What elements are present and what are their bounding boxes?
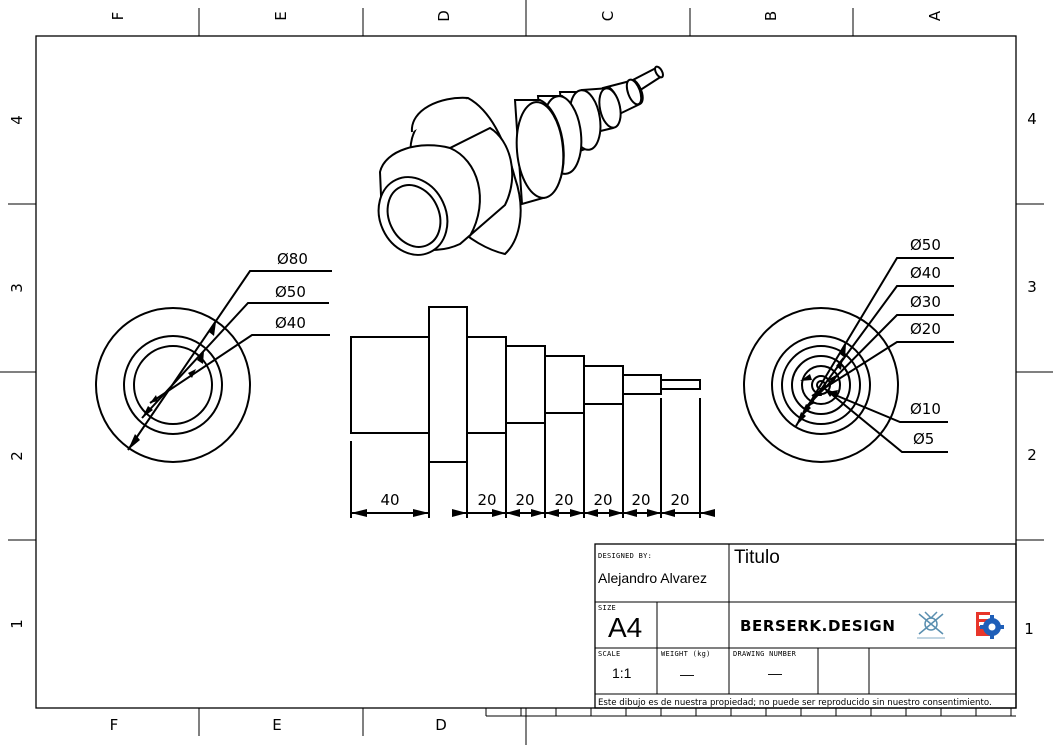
right-dim-5: Ø5: [913, 430, 934, 448]
company-name: BERSERK.DESIGN: [740, 617, 896, 635]
zone-left-4: 4: [8, 115, 26, 125]
size-value: A4: [608, 612, 642, 643]
side-profile-view: [350, 306, 715, 518]
left-dim-40: Ø40: [275, 314, 306, 332]
zone-left-3: 3: [8, 283, 26, 293]
zone-top-e: E: [272, 11, 290, 20]
zone-right-1: 1: [1024, 620, 1034, 638]
right-dim-30: Ø30: [910, 293, 941, 311]
side-dimension-arrows: [351, 509, 715, 517]
drawing-number-value: —: [768, 665, 782, 681]
side-dimension-labels: 40 20 20 20 20 20 20: [380, 491, 689, 509]
scale-label: SCALE: [598, 650, 621, 658]
zone-right-2: 2: [1027, 446, 1037, 464]
len-dim-20-1: 20: [477, 491, 496, 509]
isometric-view: [377, 65, 664, 256]
len-dim-20-4: 20: [593, 491, 612, 509]
zone-top-c: C: [599, 11, 617, 21]
zone-right-3: 3: [1027, 278, 1037, 296]
left-dim-80: Ø80: [277, 250, 308, 268]
emblem-icon: [917, 611, 945, 639]
len-dim-20-2: 20: [515, 491, 534, 509]
len-dim-20-6: 20: [670, 491, 689, 509]
zone-top-d: D: [435, 10, 453, 22]
designed-by-label: DESIGNED BY:: [598, 552, 652, 560]
weight-value: —: [680, 666, 694, 682]
left-dim-50: Ø50: [275, 283, 306, 301]
len-dim-40: 40: [380, 491, 399, 509]
zone-top-b: B: [762, 11, 780, 21]
drawing-number-label: DRAWING NUMBER: [733, 650, 797, 658]
zone-bottom-e: E: [272, 716, 281, 734]
zone-labels: F E D C B A F E D 4 3 2 1 4 3 2 1: [8, 10, 1037, 734]
ownership-note: Este dibujo es de nuestra propiedad; no …: [598, 698, 992, 708]
right-dim-10: Ø10: [910, 400, 941, 418]
zone-left-2: 2: [8, 451, 26, 461]
zone-bottom-f: F: [110, 716, 119, 734]
drawing-title: Titulo: [734, 547, 780, 568]
zone-top-f: F: [109, 12, 127, 21]
right-end-view: Ø50 Ø40 Ø30 Ø20 Ø10 Ø5: [743, 236, 954, 463]
right-dim-50: Ø50: [910, 236, 941, 254]
zone-right-4: 4: [1027, 110, 1037, 128]
len-dim-20-5: 20: [631, 491, 650, 509]
zone-left-1: 1: [8, 619, 26, 629]
scale-value: 1:1: [612, 665, 632, 681]
freecad-logo-icon: [976, 612, 1004, 639]
title-block: DESIGNED BY: Alejandro Alvarez Titulo SI…: [594, 543, 1017, 709]
left-end-view: Ø80 Ø50 Ø40: [95, 250, 332, 463]
size-label: SIZE: [598, 604, 616, 612]
zone-top-a: A: [926, 10, 944, 21]
right-dim-20: Ø20: [910, 320, 941, 338]
designed-by-value: Alejandro Alvarez: [598, 570, 707, 586]
weight-label: WEIGHT (kg): [661, 650, 711, 658]
zone-bottom-d: D: [435, 716, 447, 734]
len-dim-20-3: 20: [554, 491, 573, 509]
right-dim-40: Ø40: [910, 264, 941, 282]
